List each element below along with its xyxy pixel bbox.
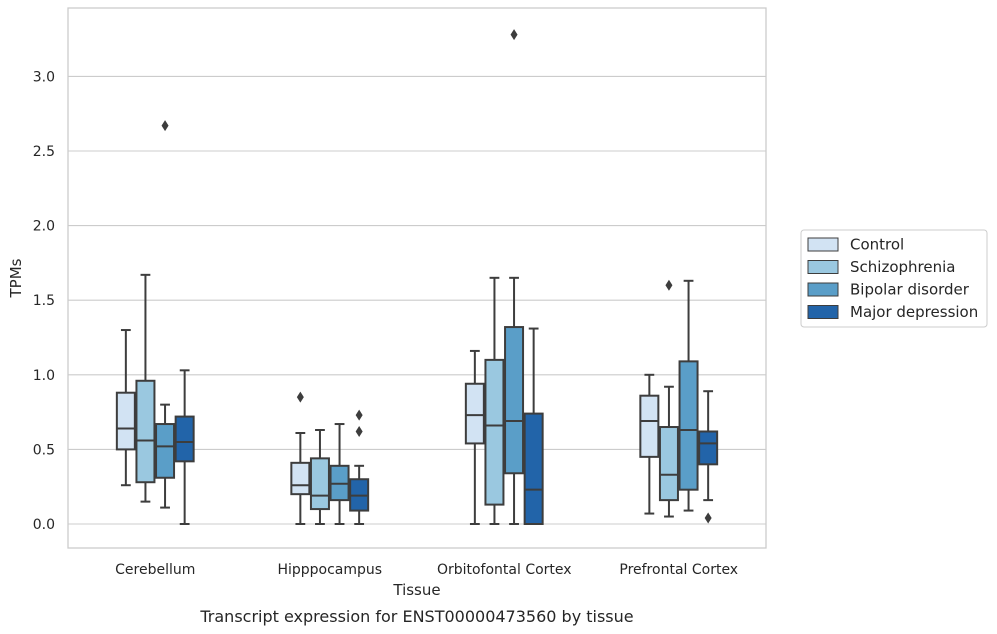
box-bipolar-disorder [329, 423, 350, 525]
box-control [290, 391, 311, 525]
iqr-box [290, 461, 311, 496]
box-major-depression [698, 390, 719, 524]
figure-caption: Transcript expression for ENST0000047356… [199, 607, 633, 626]
outlier-point [665, 279, 673, 291]
legend: Control Schizophrenia Bipolar disorder Majo… [800, 229, 988, 328]
x-tick-label: Cerebellum [115, 562, 195, 578]
box-bipolar-disorder [504, 29, 525, 525]
box-series [115, 29, 719, 526]
iqr-box [678, 360, 699, 491]
x-axis-title: Tissue [392, 581, 440, 599]
y-tick-labels: 0.0 0.5 1.0 1.5 2.0 2.5 3.0 [33, 69, 55, 533]
box-control [464, 349, 485, 525]
box-major-depression [523, 327, 544, 526]
y-tick-label: 2.5 [33, 144, 55, 160]
box-bipolar-disorder [678, 279, 699, 512]
y-tick-label: 0.5 [33, 442, 55, 458]
legend-swatch [807, 282, 839, 297]
iqr-box [698, 430, 719, 466]
y-tick-label: 1.0 [33, 368, 55, 384]
x-tick-label: Hipppocampus [277, 562, 382, 578]
box-schizophrenia [484, 276, 505, 525]
iqr-box [174, 415, 195, 463]
legend-label: Bipolar disorder [850, 281, 970, 299]
iqr-box [464, 382, 485, 445]
iqr-box [135, 379, 156, 484]
outlier-point [355, 409, 363, 421]
box-schizophrenia [135, 273, 156, 503]
box-schizophrenia [658, 279, 679, 518]
iqr-box [484, 358, 505, 506]
legend-swatch [807, 260, 839, 274]
box-control [639, 373, 660, 515]
box-schizophrenia [309, 429, 330, 525]
x-tick-label: Orbitofontal Cortex [437, 562, 572, 578]
box-major-depression [174, 369, 195, 525]
iqr-box [504, 326, 525, 475]
legend-label: Major depression [850, 303, 978, 321]
legend-frame [800, 229, 988, 328]
outlier-point [161, 120, 169, 132]
outlier-point [510, 29, 518, 41]
plot-frame [67, 7, 767, 549]
x-tick-label: Prefrontal Cortex [619, 562, 738, 578]
legend-swatch [807, 305, 839, 319]
legend-swatch [807, 237, 839, 252]
y-tick-label: 2.0 [33, 219, 55, 235]
y-tick-label: 1.5 [33, 293, 55, 309]
iqr-box [639, 394, 660, 458]
iqr-box [523, 412, 544, 526]
iqr-box [658, 426, 679, 502]
y-tick-label: 0.0 [33, 517, 55, 533]
box-major-depression [349, 409, 370, 525]
outlier-point [296, 391, 304, 403]
y-axis-title: TPMs [7, 258, 25, 298]
iqr-box [115, 391, 136, 451]
legend-label: Schizophrenia [850, 258, 955, 276]
y-tick-label: 3.0 [33, 69, 55, 85]
x-tick-labels: Cerebellum Hipppocampus Orbitofontal Corte… [115, 562, 738, 578]
legend-label: Control [850, 236, 904, 254]
box-control [115, 329, 136, 487]
iqr-box [155, 423, 176, 479]
outlier-point [704, 512, 712, 524]
box-bipolar-disorder [155, 120, 176, 509]
outlier-point [355, 425, 363, 437]
iqr-box [309, 457, 330, 511]
